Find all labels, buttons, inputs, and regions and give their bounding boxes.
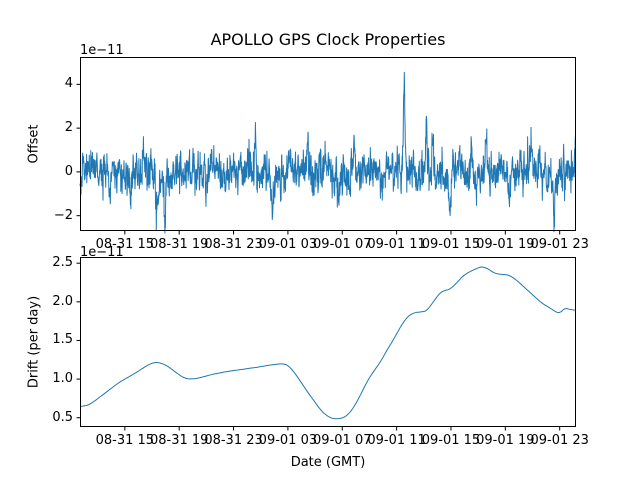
offset-x-tick-label: 09-01 19 [476,237,535,252]
drift-ylabel: Drift (per day) [26,295,42,389]
offset-y-tick-label: 0 [64,163,73,179]
drift-x-tick-label: 09-01 23 [530,433,589,448]
offset-ylabel: Offset [26,124,42,164]
offset-x-tick-label: 08-31 15 [95,237,155,252]
drift-x-tick-label: 09-01 15 [421,433,481,448]
offset-y-tick-label: −2 [53,207,73,223]
xaxis-label: Date (GMT) [290,455,366,470]
offset-x-tick-label: 09-01 03 [258,237,318,252]
drift-scale-label: 1e−11 [80,245,124,260]
offset-axes-spines [80,57,576,231]
offset-y-tick-label: 4 [64,76,73,92]
offset-x-tick-label: 09-01 07 [313,237,372,252]
drift-x-tick-label: 08-31 19 [149,433,209,448]
drift-x-tick-label: 09-01 19 [476,433,535,448]
drift-x-tick-label: 08-31 15 [95,433,155,448]
drift-y-tick-label: 0.5 [52,409,73,425]
offset-y-tick-label: 2 [64,120,73,136]
offset-x-tick-label: 09-01 11 [367,237,426,252]
drift-x-tick-label: 08-31 23 [204,433,263,448]
drift-axes-spines [80,257,576,427]
offset-x-tick-label: 09-01 23 [530,237,589,252]
drift-series-line [80,266,577,420]
offset-x-tick-label: 08-31 19 [149,237,209,252]
drift-x-tick-label: 09-01 03 [258,433,318,448]
offset-scale-label: 1e−11 [80,43,124,58]
drift-y-tick-label: 1.0 [52,371,73,387]
drift-y-tick-label: 2.0 [52,293,73,309]
drift-y-tick-label: 1.5 [52,332,73,348]
drift-y-tick-label: 2.5 [52,255,73,271]
chart-title: APOLLO GPS Clock Properties [210,30,446,49]
drift-x-tick-label: 09-01 07 [313,433,372,448]
offset-series-line [79,71,577,234]
drift-x-tick-label: 09-01 11 [367,433,426,448]
offset-x-tick-label: 09-01 15 [421,237,481,252]
offset-x-tick-label: 08-31 23 [204,237,263,252]
